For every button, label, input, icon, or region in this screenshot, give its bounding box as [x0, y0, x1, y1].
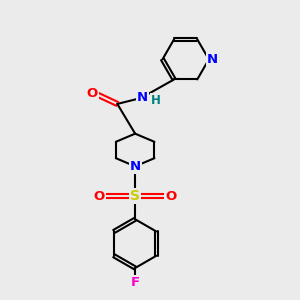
Text: O: O: [165, 190, 176, 202]
Text: H: H: [151, 94, 161, 107]
Text: N: N: [207, 53, 218, 66]
Text: F: F: [130, 276, 140, 289]
Text: N: N: [137, 91, 148, 104]
Text: O: O: [94, 190, 105, 202]
Text: N: N: [130, 160, 141, 173]
Text: O: O: [86, 87, 98, 100]
Text: S: S: [130, 189, 140, 203]
